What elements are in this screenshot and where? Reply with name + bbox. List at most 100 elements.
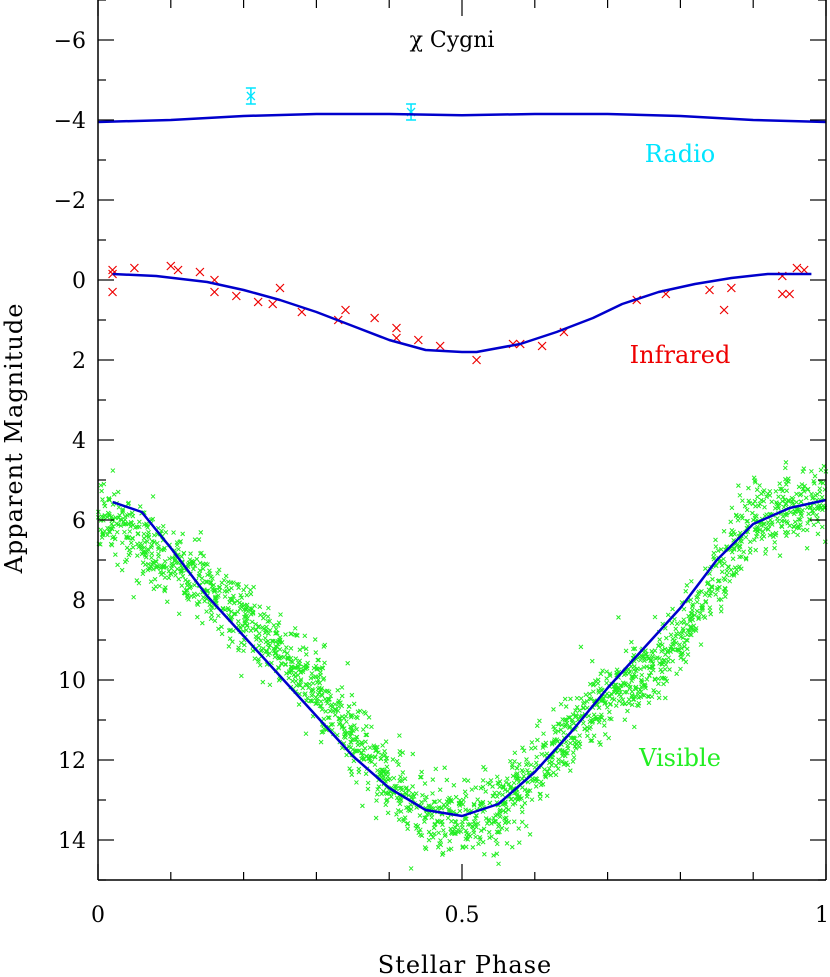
visible-point bbox=[681, 606, 687, 612]
visible-point bbox=[656, 643, 661, 649]
visible-point bbox=[777, 481, 783, 486]
visible-point bbox=[670, 658, 676, 664]
visible-point bbox=[520, 769, 526, 775]
visible-point bbox=[267, 627, 273, 633]
visible-point bbox=[343, 731, 348, 736]
visible-point bbox=[171, 530, 176, 535]
visible-point bbox=[360, 753, 365, 758]
visible-point bbox=[558, 701, 564, 707]
visible-point bbox=[753, 503, 758, 509]
visible-point bbox=[741, 549, 746, 555]
visible-point bbox=[638, 657, 643, 663]
visible-point bbox=[523, 823, 529, 829]
visible-point bbox=[504, 827, 510, 832]
visible-point bbox=[167, 556, 172, 562]
visible-point bbox=[156, 544, 161, 550]
visible-point bbox=[348, 733, 353, 739]
visible-point bbox=[146, 529, 151, 535]
visible-point bbox=[603, 693, 608, 699]
visible-point bbox=[237, 606, 243, 611]
visible-point bbox=[667, 667, 672, 672]
visible-point bbox=[529, 797, 535, 803]
visible-point bbox=[353, 748, 358, 754]
visible-point bbox=[109, 521, 115, 527]
visible-point bbox=[143, 554, 149, 560]
visible-point bbox=[348, 714, 354, 720]
visible-point bbox=[451, 831, 457, 837]
visible-point bbox=[432, 831, 437, 837]
visible-point bbox=[591, 712, 597, 718]
visible-point bbox=[504, 841, 510, 846]
visible-point bbox=[480, 784, 486, 790]
radio-marker bbox=[246, 91, 256, 101]
visible-point bbox=[199, 575, 205, 581]
visible-point bbox=[543, 773, 548, 779]
visible-point bbox=[453, 831, 458, 836]
visible-point bbox=[337, 721, 342, 727]
visible-point bbox=[456, 801, 462, 807]
visible-point bbox=[687, 618, 693, 624]
visible-point bbox=[796, 517, 802, 522]
visible-point bbox=[677, 642, 683, 647]
visible-point bbox=[740, 498, 745, 504]
visible-point bbox=[772, 505, 778, 511]
visible-point bbox=[785, 520, 791, 526]
visible-point bbox=[172, 569, 178, 575]
visible-point bbox=[231, 593, 236, 599]
visible-point bbox=[318, 739, 324, 745]
visible-point bbox=[582, 700, 587, 705]
visible-point bbox=[378, 771, 384, 777]
visible-point bbox=[181, 551, 187, 556]
visible-point bbox=[273, 631, 278, 636]
visible-point bbox=[716, 597, 722, 603]
visible-point bbox=[692, 612, 698, 618]
visible-point bbox=[669, 620, 675, 626]
visible-point bbox=[622, 689, 628, 695]
visible-point bbox=[684, 646, 690, 652]
visible-point bbox=[737, 544, 743, 550]
visible-point bbox=[761, 498, 767, 504]
visible-point bbox=[426, 829, 432, 835]
visible-point bbox=[348, 768, 354, 774]
visible-point bbox=[499, 825, 505, 831]
visible-point bbox=[652, 676, 658, 682]
visible-point bbox=[715, 587, 720, 593]
visible-point bbox=[396, 762, 401, 768]
visible-point bbox=[327, 708, 333, 714]
visible-point bbox=[626, 670, 632, 676]
visible-point bbox=[506, 781, 512, 787]
visible-point bbox=[149, 555, 154, 561]
visible-point bbox=[227, 599, 232, 605]
visible-point bbox=[236, 647, 241, 653]
visible-point bbox=[525, 791, 530, 797]
visible-point bbox=[106, 529, 112, 534]
visible-point bbox=[448, 830, 454, 836]
visible-point bbox=[151, 532, 157, 538]
visible-point bbox=[492, 790, 497, 796]
visible-point bbox=[315, 666, 320, 672]
visible-point bbox=[216, 567, 222, 573]
visible-point bbox=[442, 765, 447, 771]
visible-point bbox=[752, 537, 757, 543]
visible-point bbox=[711, 550, 717, 556]
visible-point bbox=[110, 535, 115, 541]
visible-point bbox=[178, 570, 184, 575]
visible-point bbox=[573, 708, 578, 713]
visible-point bbox=[555, 721, 561, 727]
visible-point bbox=[196, 573, 202, 579]
axes: −6 −4 −2 0 2 4 6 8 10 12 14 0 0.5 1 bbox=[54, 0, 829, 928]
visible-point bbox=[663, 635, 669, 641]
visible-point bbox=[100, 531, 106, 537]
visible-point bbox=[600, 668, 605, 674]
visible-point bbox=[204, 609, 209, 614]
visible-point bbox=[347, 766, 352, 771]
visible-point bbox=[208, 616, 214, 622]
visible-point bbox=[400, 770, 406, 775]
visible-point bbox=[465, 822, 471, 827]
visible-point bbox=[588, 738, 593, 744]
visible-point bbox=[402, 815, 408, 821]
visible-point bbox=[613, 703, 619, 709]
visible-point bbox=[181, 590, 187, 596]
visible-point bbox=[241, 648, 246, 654]
visible-point bbox=[391, 775, 397, 781]
